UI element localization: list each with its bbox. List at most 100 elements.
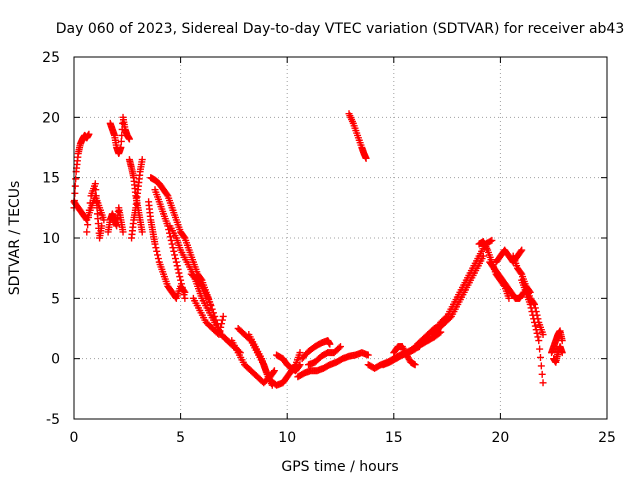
data-point <box>488 236 496 244</box>
data-point <box>71 189 79 197</box>
data-point <box>531 300 539 308</box>
data-point <box>411 361 419 369</box>
data-point <box>174 265 182 273</box>
series-arc-7 <box>128 156 146 242</box>
data-point <box>537 362 545 370</box>
series-arc-17 <box>273 351 304 375</box>
data-point <box>558 337 566 345</box>
series-arc-19 <box>298 337 334 363</box>
data-point <box>175 269 183 277</box>
data-point <box>212 316 220 324</box>
series-arc-3 <box>83 180 106 242</box>
x-tick-label: 25 <box>598 430 616 446</box>
data-point <box>295 362 303 370</box>
x-axis-label: GPS time / hours <box>281 459 398 475</box>
data-point <box>218 316 226 324</box>
y-tick-label: 10 <box>42 231 60 247</box>
data-point <box>533 329 541 337</box>
chart-title: Day 060 of 2023, Sidereal Day-to-day VTE… <box>56 21 625 37</box>
data-point <box>530 299 538 307</box>
data-point <box>539 331 547 339</box>
axis-ticks: 0 5 10 15 20 25 -5 0 5 10 15 20 25 <box>42 50 616 446</box>
data-point <box>71 182 79 190</box>
data-point <box>531 322 539 330</box>
data-point <box>92 186 100 194</box>
series-arc-34 <box>548 327 566 357</box>
y-tick-label: 0 <box>51 352 60 368</box>
data-point <box>178 283 186 291</box>
series-arc-27 <box>437 236 496 326</box>
data-point <box>167 236 175 244</box>
data-point <box>84 221 92 229</box>
series-arc-8 <box>145 198 189 302</box>
data-point <box>177 276 185 284</box>
data-point <box>558 349 566 357</box>
data-point <box>151 240 159 248</box>
data-point <box>215 331 223 339</box>
data-point <box>197 281 205 289</box>
series-arc-1 <box>70 130 93 212</box>
series-arc-21 <box>345 110 370 162</box>
data-point <box>219 312 227 320</box>
data-point <box>270 367 278 375</box>
data-point <box>125 135 133 143</box>
data-point <box>539 379 547 387</box>
data-point <box>85 130 93 138</box>
data-point <box>176 273 184 281</box>
y-tick-label: -5 <box>46 412 60 428</box>
data-point <box>93 198 101 206</box>
data-point <box>533 311 541 319</box>
data-point <box>181 294 189 302</box>
data-point <box>92 192 100 200</box>
data-point <box>152 244 160 252</box>
series-arc-33 <box>522 282 547 339</box>
x-tick-label: 20 <box>491 430 509 446</box>
data-point <box>296 361 304 369</box>
data-point <box>364 351 372 359</box>
data-point <box>177 280 185 288</box>
data-point <box>217 323 225 331</box>
data-point <box>534 315 542 323</box>
series-arc-5 <box>106 113 133 158</box>
data-point <box>518 246 526 254</box>
data-point <box>171 255 179 263</box>
data-point <box>216 327 224 335</box>
data-point <box>517 247 525 255</box>
data-points <box>70 110 566 389</box>
series-arc-18 <box>294 349 372 381</box>
data-point <box>168 240 176 248</box>
data-point <box>204 294 212 302</box>
data-point <box>138 228 146 236</box>
data-point <box>72 175 80 183</box>
data-point <box>172 258 180 266</box>
series-arc-4 <box>104 204 127 236</box>
series-arc-20 <box>305 343 344 369</box>
data-point <box>517 269 525 277</box>
series-arc-24 <box>390 343 419 369</box>
series-arc-16 <box>245 331 304 389</box>
data-point <box>138 156 146 164</box>
data-point <box>206 298 214 306</box>
data-point <box>335 344 343 352</box>
data-point <box>270 368 278 376</box>
data-point <box>83 228 91 236</box>
data-point <box>211 312 219 320</box>
data-point <box>169 244 177 252</box>
data-point <box>166 233 174 241</box>
x-tick-label: 15 <box>385 430 403 446</box>
x-tick-label: 5 <box>176 430 185 446</box>
data-point <box>534 333 542 341</box>
series-arc-13 <box>189 294 227 339</box>
data-point <box>536 353 544 361</box>
data-point <box>117 144 125 151</box>
data-point <box>207 302 215 310</box>
data-point <box>531 304 539 312</box>
data-point <box>85 206 93 214</box>
data-point <box>173 262 181 270</box>
y-tick-label: 20 <box>42 110 60 126</box>
data-point <box>296 349 304 357</box>
data-point <box>337 343 344 351</box>
data-point <box>442 314 450 322</box>
data-point <box>487 237 495 245</box>
data-point <box>100 216 108 224</box>
